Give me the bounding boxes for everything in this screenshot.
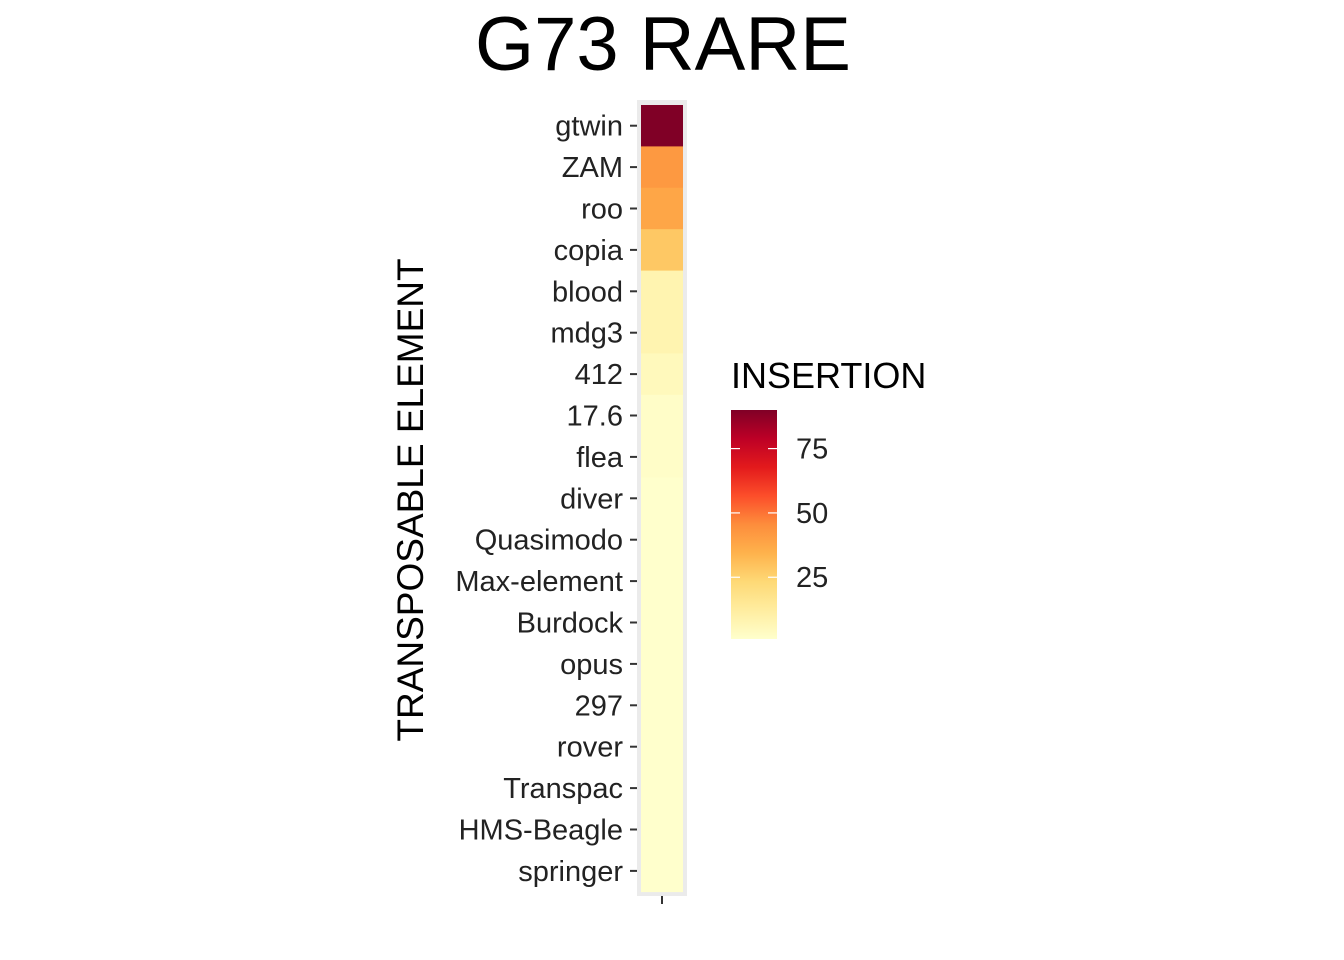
legend-tick-label: 25: [796, 562, 828, 594]
heatmap-tile: [641, 643, 683, 686]
heatmap-tile: [641, 684, 683, 727]
y-tick-label: Max-element: [455, 566, 623, 598]
y-tick-label: Burdock: [517, 608, 624, 640]
heatmap-tile: [641, 312, 683, 354]
y-tick-label: roo: [581, 194, 623, 226]
legend-tick-label: 75: [796, 434, 828, 466]
heatmap-tile: [641, 394, 683, 437]
legend-tick-label: 50: [796, 498, 828, 530]
y-tick-label: Quasimodo: [475, 525, 623, 557]
y-tick-label: flea: [576, 442, 624, 474]
heatmap-tile: [641, 146, 683, 189]
y-tick-label: copia: [554, 235, 624, 267]
heatmap-tile: [641, 850, 683, 893]
y-axis-tick-labels: gtwin ZAM roo copia blood mdg3 412 17.6 flea dive…: [455, 111, 637, 888]
chart-title: G73 RARE: [475, 2, 851, 87]
heatmap-tile: [641, 767, 683, 810]
heatmap-tile: [641, 436, 683, 479]
legend-title: INSERTION: [731, 355, 926, 396]
y-tick-label: opus: [560, 649, 623, 681]
y-tick-label: ZAM: [562, 152, 623, 184]
heatmap-tile: [641, 270, 683, 313]
heatmap-tile: [641, 229, 683, 272]
y-tick-label: springer: [518, 856, 623, 888]
y-tick-label: mdg3: [550, 318, 623, 350]
y-tick-label: blood: [552, 276, 623, 308]
heatmap-tile: [641, 105, 683, 147]
y-tick-label: 297: [575, 690, 623, 722]
heatmap-tile: [641, 601, 683, 644]
heatmap-tile: [641, 726, 683, 768]
y-tick-label: Transpac: [503, 773, 623, 805]
heatmap-tile: [641, 353, 683, 396]
heatmap-tile: [641, 808, 683, 851]
color-legend: INSERTION 25 50 75: [731, 355, 926, 639]
y-tick-label: rover: [557, 732, 623, 764]
y-tick-label: 412: [575, 359, 623, 391]
y-axis-title: TRANSPOSABLE ELEMENT: [390, 258, 431, 741]
y-tick-label: gtwin: [555, 111, 623, 143]
y-tick-label: HMS-Beagle: [459, 815, 623, 847]
heatmap-tile: [641, 477, 683, 520]
y-tick-label: 17.6: [567, 401, 623, 433]
heatmap-tile: [641, 560, 683, 603]
y-tick-label: diver: [560, 483, 623, 515]
heatmap-tile: [641, 519, 683, 561]
heatmap-tile: [641, 187, 683, 230]
plot-panel: [637, 100, 687, 904]
legend-colorbar: [731, 410, 777, 639]
